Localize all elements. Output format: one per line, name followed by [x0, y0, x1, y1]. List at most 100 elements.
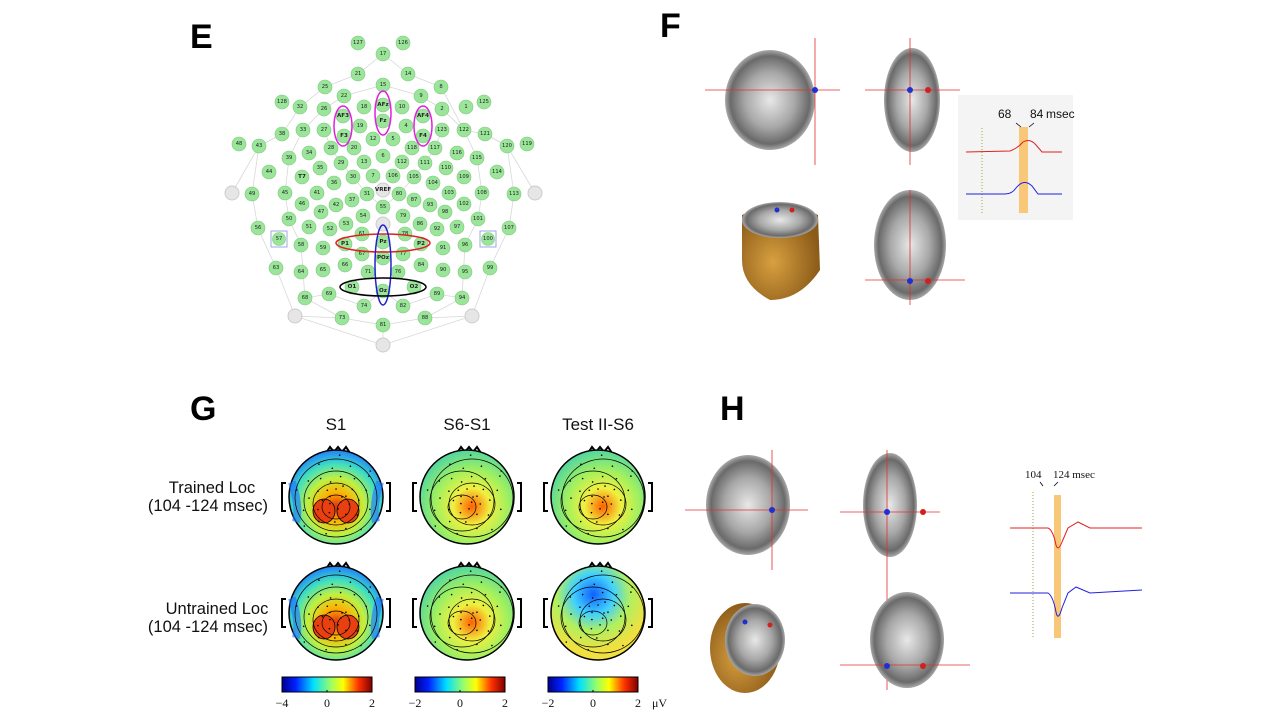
electrode-label: 41 — [314, 190, 321, 196]
electrode: 27 — [316, 122, 332, 138]
electrode: AFz — [375, 97, 391, 113]
electrode-label: P1 — [341, 241, 349, 247]
ear — [412, 598, 522, 628]
electrode: 4 — [398, 118, 414, 134]
electrode-label: 68 — [302, 295, 309, 301]
electrode: 101 — [470, 211, 486, 227]
electrode: 31 — [359, 186, 375, 202]
colorbar-tick-max: 2 — [502, 696, 508, 710]
electrode-label: AF4 — [417, 113, 429, 119]
electrode: 90 — [435, 262, 451, 278]
electrode-label: 61 — [359, 231, 366, 237]
electrode: 119 — [519, 136, 535, 152]
electrode-label: 12 — [370, 136, 377, 142]
electrode: 76 — [390, 264, 406, 280]
electrode-dot — [274, 94, 290, 110]
electrode-label: 55 — [380, 204, 387, 210]
colorbar-tick-min: −4 — [276, 696, 289, 710]
electrode-label: 84 — [418, 262, 425, 268]
electrode-dot — [422, 197, 438, 213]
electrode-dot — [326, 175, 342, 191]
unused-node — [464, 308, 480, 324]
electrode-dot — [456, 196, 472, 212]
electrode-label: 5 — [391, 136, 394, 142]
electrode-label: 39 — [286, 155, 293, 161]
electrode-label: F3 — [340, 133, 348, 139]
ear — [281, 482, 391, 512]
sagittal-slice — [706, 455, 790, 555]
erp-start-label: 104 — [1025, 469, 1042, 481]
topomap — [281, 561, 391, 661]
electrode: 87 — [406, 192, 422, 208]
electrode-label: 19 — [357, 123, 364, 129]
electrode-dot — [482, 260, 498, 276]
electrode-dot — [293, 237, 309, 253]
unused-node — [527, 185, 543, 201]
electrode: 5 — [385, 131, 401, 147]
panel-h-erp: 104 124 msec — [1010, 469, 1143, 638]
electrode-dot — [429, 221, 445, 237]
electrode: 102 — [456, 196, 472, 212]
electrode: 80 — [391, 186, 407, 202]
electrode-label: O2 — [410, 284, 419, 290]
electrode-label: 30 — [350, 174, 357, 180]
electrode-label: 13 — [361, 159, 368, 165]
electrode-dot — [474, 185, 490, 201]
reference-nodes — [224, 185, 543, 353]
electrode: 59 — [315, 240, 331, 256]
electrode: 14 — [400, 66, 416, 82]
reference-electrode — [375, 182, 391, 198]
panel-label-h: H — [720, 390, 745, 428]
electrode: 89 — [429, 286, 445, 302]
electrode-dot — [413, 257, 429, 273]
electrode: 84 — [413, 257, 429, 273]
electrode-label: 25 — [322, 84, 329, 90]
electrode: F4 — [415, 128, 431, 144]
electrode: POz — [375, 250, 391, 266]
electrode: 113 — [506, 186, 522, 202]
nose — [587, 561, 613, 570]
electrode-label: 91 — [440, 245, 447, 251]
erp-unit-label: msec — [1046, 107, 1075, 121]
electrode-dot — [337, 257, 353, 273]
electrode: 39 — [281, 150, 297, 166]
topomap — [412, 561, 522, 661]
electrode: 42 — [328, 197, 344, 213]
electrode: 28 — [323, 140, 339, 156]
electrode-dot — [316, 122, 332, 138]
electrode-label: 74 — [361, 303, 368, 309]
electrode-label: VREF — [375, 187, 391, 193]
nose — [325, 561, 351, 570]
electrode-dot — [297, 290, 313, 306]
electrode-dot — [427, 140, 443, 156]
electrode-dot — [489, 164, 505, 180]
electrode-label: 69 — [326, 291, 333, 297]
colorbar: −4 0 2 — [276, 676, 375, 710]
electrode-dot — [506, 186, 522, 202]
electrode-dot — [345, 169, 361, 185]
electrode-dot — [385, 131, 401, 147]
electrode: 77 — [395, 246, 411, 262]
electrode-label: 8 — [439, 84, 442, 90]
electrode-dot — [441, 185, 457, 201]
topomap — [543, 445, 653, 545]
electrode-label: 63 — [273, 265, 280, 271]
electrode-label: 71 — [365, 269, 372, 275]
electrode-dot — [375, 199, 391, 215]
electrode: 49 — [244, 186, 260, 202]
electrode-label: 32 — [297, 104, 304, 110]
electrode-dot — [355, 208, 371, 224]
electrode: 104 — [425, 175, 441, 191]
electrode-dot — [433, 79, 449, 95]
electrode-label: P2 — [417, 241, 425, 247]
electrode-label: 56 — [255, 225, 262, 231]
time-window-highlight — [1054, 495, 1061, 638]
erp-trace-blue — [1010, 586, 1143, 617]
electrode-label: 89 — [434, 291, 441, 297]
unused-node — [224, 185, 240, 201]
electrode-dot — [315, 262, 331, 278]
electrode-label: 14 — [405, 71, 412, 77]
electrode-dot — [456, 122, 472, 138]
electrode-label: 108 — [477, 190, 487, 196]
